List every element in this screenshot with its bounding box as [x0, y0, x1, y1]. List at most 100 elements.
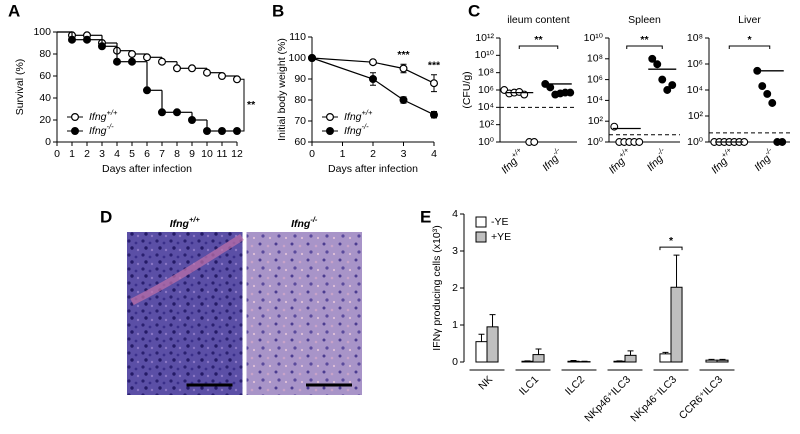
panel-title: ileum content — [507, 14, 570, 26]
bar — [521, 360, 534, 363]
x-tick-label: 4 — [114, 148, 120, 160]
x-tick-label: 2 — [84, 148, 90, 160]
y-tick-label: 10⁸ — [687, 32, 703, 44]
significance-bracket — [626, 45, 663, 49]
x-tick-label: Ifng-/- — [538, 145, 566, 173]
data-point — [768, 99, 777, 107]
marker — [369, 58, 378, 67]
x-tick-label: 3 — [401, 148, 407, 160]
x-tick-label: CCR6⁺ILC3 — [677, 373, 725, 421]
significance-label: *** — [397, 49, 410, 61]
bar — [624, 354, 637, 363]
y-axis-label: (CFU/g) — [461, 71, 473, 108]
panel-letter: A — [8, 1, 20, 20]
x-tick-label: 10 — [201, 148, 213, 160]
legend-marker — [70, 126, 79, 135]
marker — [173, 108, 182, 117]
data-point — [778, 138, 787, 146]
marker — [203, 68, 212, 77]
bar — [705, 359, 718, 363]
y-tick-label: 60 — [39, 70, 51, 82]
x-tick-label: 4 — [431, 148, 437, 160]
y-tick-label: 110 — [289, 31, 306, 43]
y-tick-label: 2 — [452, 282, 458, 294]
panel-title: Spleen — [628, 14, 661, 26]
y-axis-label: Initial body weight (%) — [276, 38, 288, 141]
marker — [233, 75, 242, 84]
vessel — [130, 234, 244, 306]
x-tick-label: Ifng+/+ — [497, 145, 528, 176]
y-tick-label: 10⁰ — [687, 136, 704, 148]
panel-letter: E — [420, 207, 431, 226]
x-tick-label: NKp46⁺ILC3 — [582, 373, 633, 424]
bar — [475, 341, 488, 363]
marker — [67, 35, 76, 44]
significance-label: ** — [534, 34, 543, 46]
significance-label: * — [669, 235, 674, 247]
y-tick-label: 3 — [452, 245, 458, 257]
significance-bracket — [659, 246, 683, 251]
marker — [97, 42, 106, 51]
marker — [143, 86, 152, 95]
marker — [188, 64, 197, 73]
data-point — [566, 88, 575, 97]
significance-bracket — [728, 45, 771, 49]
x-tick-label: 8 — [174, 148, 180, 160]
marker — [158, 108, 167, 117]
panel-letter: D — [100, 207, 112, 226]
legend-label: Ifng+/+ — [89, 108, 118, 123]
y-tick-label: 10⁴ — [478, 101, 494, 113]
marker — [233, 126, 242, 135]
y-axis-label: IFNγ producing cells (x10³) — [431, 225, 443, 350]
y-tick-label: 1 — [452, 319, 458, 331]
image-label: Ifng-/- — [291, 215, 318, 230]
x-tick-label: 5 — [129, 148, 135, 160]
marker — [112, 57, 121, 66]
data-point — [763, 89, 772, 98]
y-tick-label: 60 — [294, 136, 306, 148]
marker — [218, 71, 227, 80]
marker — [369, 74, 378, 83]
y-tick-label: 100 — [288, 52, 306, 64]
error-bar — [673, 254, 680, 288]
x-tick-label: 1 — [340, 148, 346, 160]
y-tick-label: 20 — [39, 114, 51, 126]
legend-marker — [70, 112, 79, 121]
x-tick-label: NK — [476, 374, 495, 393]
x-tick-label: 2 — [370, 148, 376, 160]
y-tick-label: 0 — [45, 136, 51, 148]
legend-label: Ifng+/+ — [344, 108, 373, 123]
x-tick-label: 3 — [99, 148, 105, 160]
x-tick-label: ILC1 — [517, 373, 541, 397]
bar — [613, 360, 626, 363]
significance-bracket — [518, 45, 559, 49]
bar — [670, 286, 683, 363]
marker — [203, 126, 212, 135]
bar — [532, 354, 545, 363]
error-bar — [478, 333, 485, 342]
bar — [486, 326, 499, 363]
data-point — [546, 83, 555, 92]
y-tick-label: 90 — [294, 73, 306, 85]
data-point — [635, 138, 644, 146]
legend-label: Ifng-/- — [344, 122, 369, 137]
bar — [567, 360, 580, 363]
legend-swatch — [475, 216, 487, 228]
x-tick-label: 0 — [309, 148, 315, 160]
data-point — [653, 60, 662, 69]
y-tick-label: 10² — [588, 115, 604, 127]
y-tick-label: 70 — [294, 115, 306, 127]
y-tick-label: 10⁴ — [587, 94, 603, 106]
y-tick-label: 10⁰ — [587, 136, 604, 148]
legend-marker — [326, 112, 335, 121]
y-tick-label: 10⁶ — [478, 84, 494, 96]
data-point — [668, 81, 677, 89]
histology-image — [246, 232, 362, 395]
data-point — [658, 75, 667, 84]
y-tick-label: 10⁸ — [478, 66, 494, 78]
marker — [430, 79, 439, 88]
x-axis-label: Days after infection — [102, 163, 192, 175]
y-tick-label: 0 — [452, 356, 458, 368]
image-label: Ifng+/+ — [170, 215, 201, 230]
